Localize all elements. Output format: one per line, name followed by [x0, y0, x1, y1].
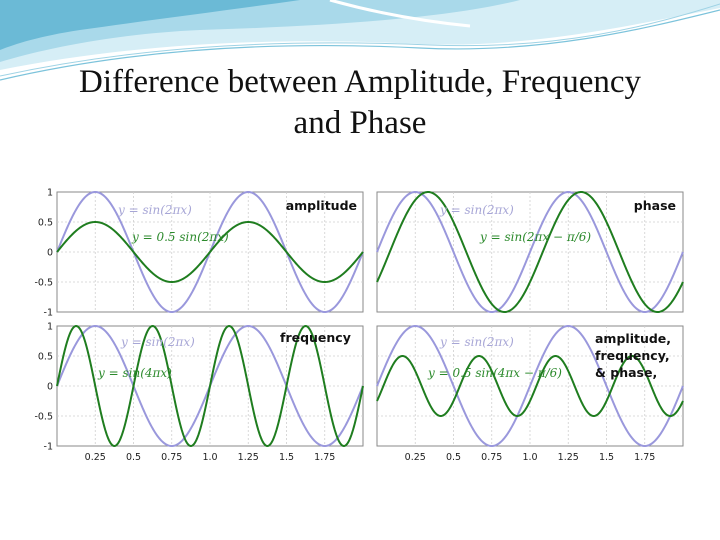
series-line-modified	[376, 355, 684, 417]
x-tick-label: 0.75	[481, 452, 502, 463]
panel-1: 1 0.5 0 -0.5 -1 y = sin(2πx) y = 0.5 sin(2πx) a…	[34, 188, 364, 319]
x-tick-label: 0.5	[126, 452, 141, 463]
panel-title: amplitude	[286, 198, 357, 213]
y-tick-label: -1	[44, 308, 53, 319]
panel-2: y = sin(2πx) y = sin(2πx − π/6) phase	[376, 190, 684, 314]
y-tick-label: 0	[47, 248, 53, 259]
x-tick-label: 1.75	[314, 452, 335, 463]
panel-title: & phase,	[595, 365, 657, 380]
y-tick-label: 0.5	[38, 352, 53, 363]
wave-line-2	[0, 3, 720, 77]
x-tick-label: 0.25	[85, 452, 106, 463]
wave-band-dark	[0, 0, 300, 50]
series-line-modified	[376, 190, 684, 314]
x-tick-label: 1.0	[522, 452, 537, 463]
x-tick-label: 1.5	[599, 452, 614, 463]
x-tick-label: 1.75	[634, 452, 655, 463]
wave-line-1	[0, 9, 720, 81]
y-tick-label: -0.5	[34, 412, 53, 423]
series-label: y = sin(2πx)	[120, 335, 195, 349]
series-line-reference	[376, 190, 684, 314]
x-tick-label: 1.25	[558, 452, 579, 463]
panel-3: 1 0.5 0 -0.5 -1 0.25 0.5 0.75 1.0 1.25 1.5 1.75 y = …	[34, 322, 364, 463]
x-tick-label: 1.0	[202, 452, 217, 463]
panel-title: frequency,	[595, 348, 670, 363]
x-tick-label: 0.25	[405, 452, 426, 463]
x-tick-label: 0.5	[446, 452, 461, 463]
y-tick-label: 0	[47, 382, 53, 393]
panel-4: 0.25 0.5 0.75 1.0 1.25 1.5 1.75 y = sin(2πx) y =…	[376, 324, 684, 463]
y-tick-label: 1	[47, 188, 53, 199]
y-tick-label: 0.5	[38, 218, 53, 229]
series-label: y = sin(2πx)	[439, 335, 514, 349]
x-tick-label: 1.25	[238, 452, 259, 463]
series-line-modified	[56, 324, 364, 448]
series-label: y = sin(4πx)	[97, 366, 172, 380]
wave-line-3	[329, 0, 471, 28]
panel-title: frequency	[280, 330, 351, 345]
x-tick-label: 1.5	[279, 452, 294, 463]
slide-title-line-2: and Phase	[293, 105, 427, 141]
panel-title: amplitude,	[595, 331, 671, 346]
series-label: y = sin(2πx − π/6)	[479, 230, 591, 244]
series-label: y = 0.5 sin(4πx − π/6)	[427, 366, 562, 380]
series-label: y = sin(2πx)	[439, 203, 514, 217]
y-tick-label: 1	[47, 322, 53, 333]
series-line-modified	[56, 220, 364, 284]
y-tick-label: -0.5	[34, 278, 53, 289]
x-tick-label: 0.75	[161, 452, 182, 463]
panel-title: phase	[634, 198, 676, 213]
header-wave-decoration	[0, 0, 720, 81]
slide-title: Difference between Amplitude, Frequency …	[0, 62, 720, 144]
series-line-reference	[376, 324, 684, 448]
series-label: y = sin(2πx)	[117, 203, 192, 217]
series-label: y = 0.5 sin(2πx)	[131, 230, 229, 244]
slide-title-line-1: Difference between Amplitude, Frequency	[78, 64, 641, 100]
y-tick-label: -1	[44, 442, 53, 453]
